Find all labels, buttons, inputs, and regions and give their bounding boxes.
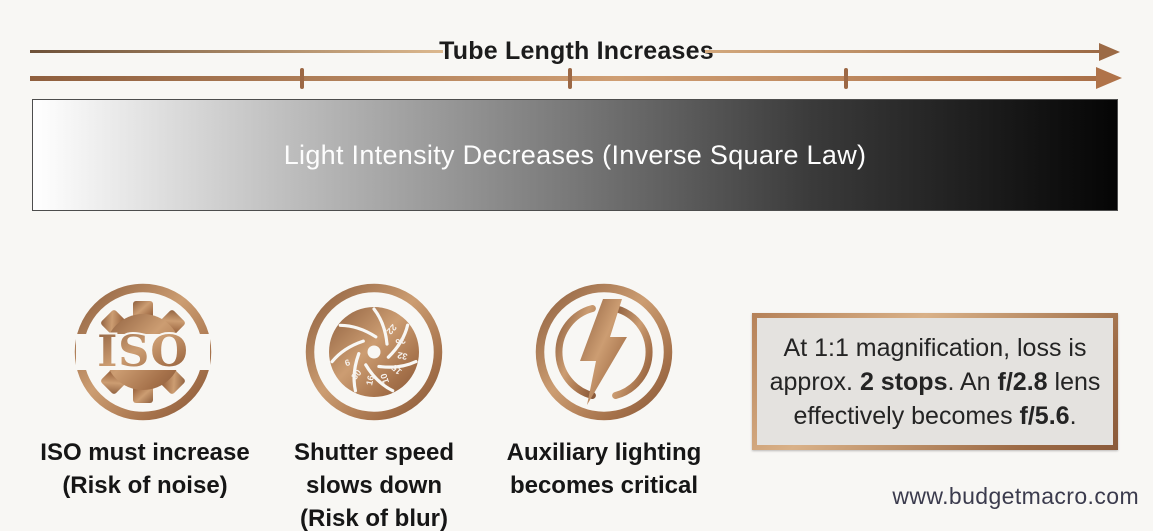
tube-length-arrow-line-left: [30, 50, 443, 53]
dial-number: 10: [378, 372, 391, 385]
iso-caption: ISO must increase (Risk of noise): [40, 439, 250, 499]
scale-arrowhead-icon: [1096, 67, 1122, 89]
dial-number: 15: [390, 363, 404, 377]
dial-number: 16: [364, 374, 376, 386]
scale-tick-3: [844, 68, 848, 89]
dial-number: 32: [396, 350, 408, 362]
shutter-caption: Shutter speed slows down (Risk of blur): [293, 439, 455, 531]
tube-length-axis-label: Tube Length Increases: [439, 37, 714, 65]
light-intensity-label: Light Intensity Decreases (Inverse Squar…: [283, 139, 867, 170]
dial-number: 6: [344, 357, 352, 368]
dial-number: 30: [349, 368, 363, 382]
dial-number: 22: [385, 322, 399, 336]
scale-tick-1: [300, 68, 304, 89]
scale-arrow-line: [30, 76, 1098, 81]
magnification-note-text: At 1:1 magnification, loss is approx. 2 s…: [757, 318, 1113, 445]
magnification-note-box: At 1:1 magnification, loss is approx. 2 s…: [752, 313, 1118, 450]
aperture-shutter-icon: 22 36 32 15 10 16 30 6: [305, 283, 443, 421]
dial-number: 36: [394, 335, 407, 348]
tube-length-arrowhead-icon: [1099, 43, 1120, 61]
tube-length-arrow-line-right: [705, 50, 1101, 53]
scale-tick-2: [568, 68, 572, 89]
iso-icon-text: ISO: [97, 327, 189, 377]
iso-gear-icon: ISO: [74, 283, 212, 421]
lightning-bolt-icon: [535, 283, 673, 421]
light-intensity-gradient-bar: Light Intensity Decreases (Inverse Squar…: [32, 99, 1118, 211]
lighting-caption: Auxiliary lighting becomes critical: [506, 439, 702, 499]
website-url: www.budgetmacro.com: [892, 483, 1139, 509]
